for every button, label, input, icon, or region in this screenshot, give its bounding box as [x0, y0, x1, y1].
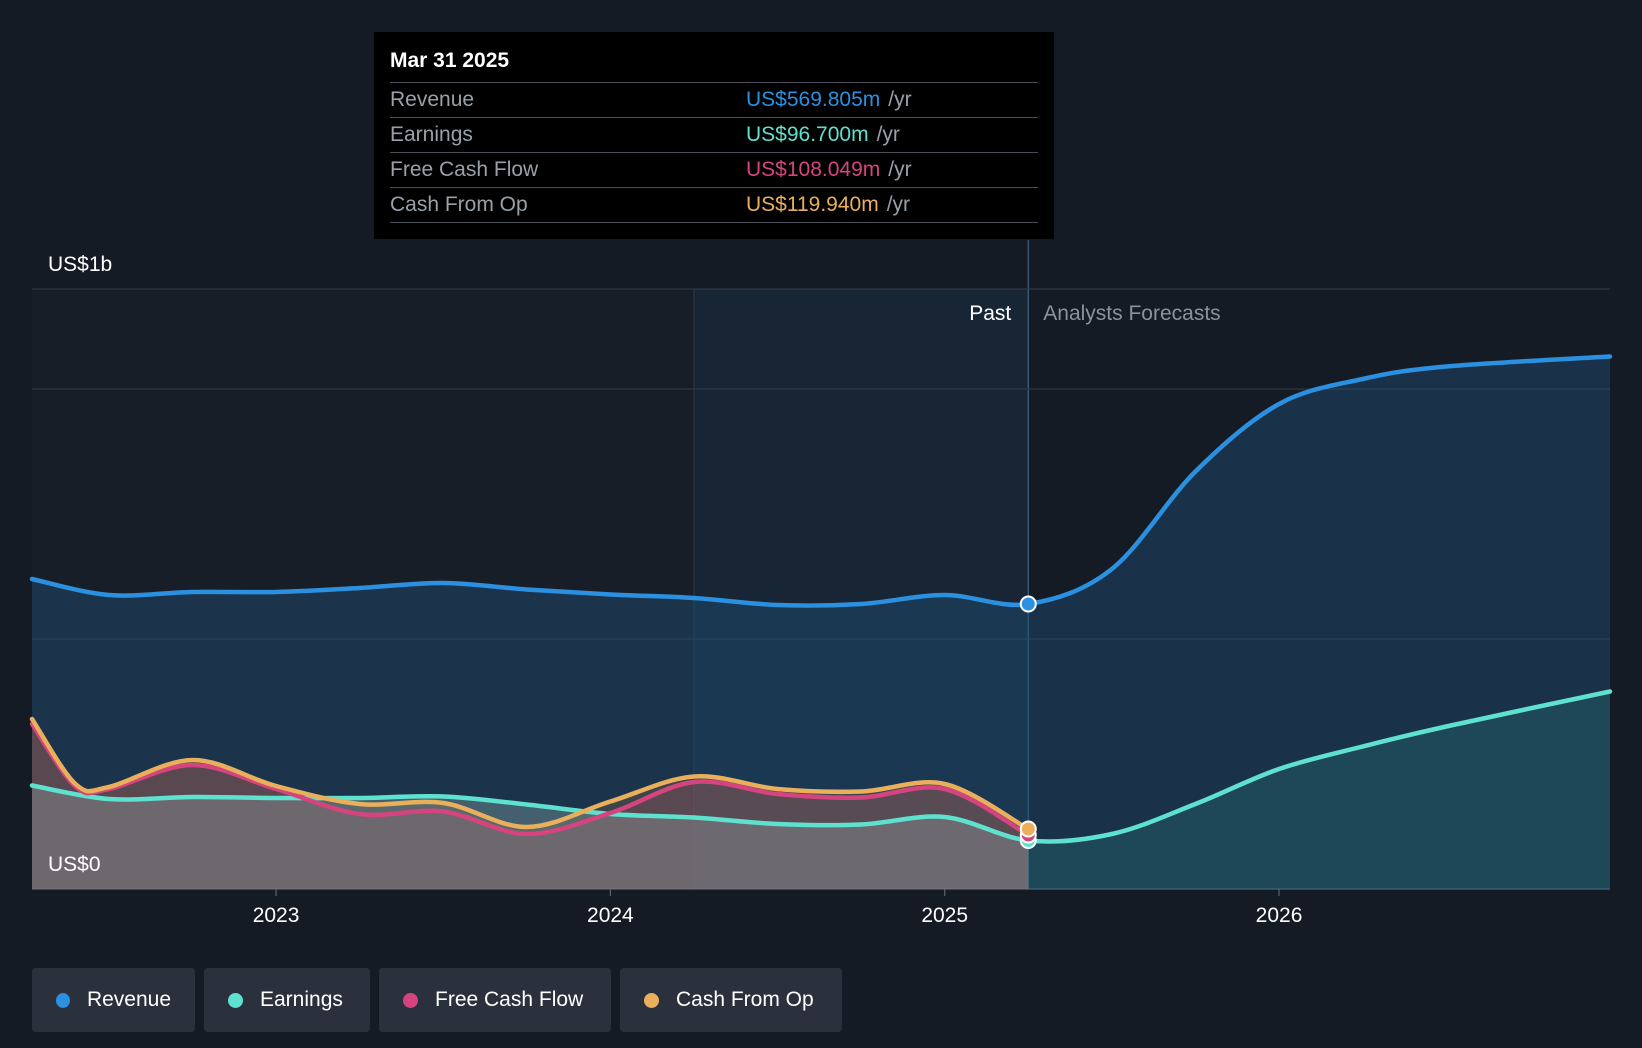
legend-dot-icon: [228, 992, 243, 1008]
tooltip-row-earnings: Earnings US$96.700m /yr: [390, 117, 1038, 152]
x-tick-label: 2023: [253, 904, 300, 927]
tooltip-value: US$96.700m: [746, 123, 869, 146]
x-tick-label: 2025: [921, 904, 968, 927]
chart-legend: Revenue Earnings Free Cash Flow Cash Fro…: [32, 968, 842, 1032]
y-axis-bottom-label: US$0: [48, 853, 101, 876]
tooltip-value: US$569.805m: [746, 88, 881, 111]
tooltip-label: Free Cash Flow: [390, 158, 539, 181]
data-tooltip: Mar 31 2025 Revenue US$569.805m /yr Earn…: [374, 32, 1054, 239]
x-tick-label: 2024: [587, 904, 634, 927]
tooltip-row-revenue: Revenue US$569.805m /yr: [390, 82, 1038, 117]
x-tick-label: 2026: [1256, 904, 1303, 927]
tooltip-value: US$119.940m: [746, 193, 879, 216]
tooltip-unit: /yr: [888, 158, 912, 181]
legend-item-free-cash-flow[interactable]: Free Cash Flow: [379, 968, 611, 1032]
cash-from-op-area: [32, 719, 1029, 889]
free-cash-flow-area: [32, 724, 1029, 889]
free-cash-flow-line: [29, 721, 1031, 838]
legend-item-earnings[interactable]: Earnings: [204, 968, 370, 1032]
revenue-marker: [1019, 595, 1037, 613]
tooltip-row-cash-from-op: Cash From Op US$119.940m /yr: [390, 187, 1038, 223]
tooltip-label: Earnings: [390, 123, 473, 146]
past-label: Past: [969, 302, 1011, 325]
tooltip-date: Mar 31 2025: [390, 49, 510, 72]
legend-dot-icon: [56, 992, 70, 1008]
earnings-line: [29, 689, 1613, 844]
cash-from-op-marker: [1019, 820, 1037, 838]
tooltip-label: Cash From Op: [390, 193, 528, 216]
legend-dot-icon: [644, 992, 659, 1008]
legend-label: Earnings: [260, 988, 343, 1011]
tooltip-label: Revenue: [390, 88, 475, 111]
legend-item-cash-from-op[interactable]: Cash From Op: [620, 968, 842, 1032]
legend-label: Cash From Op: [676, 988, 814, 1011]
tooltip-unit: /yr: [888, 88, 912, 111]
tooltip-value: US$108.049m: [746, 158, 881, 181]
revenue-area: [32, 356, 1610, 889]
legend-label: Free Cash Flow: [435, 988, 584, 1011]
revenue-line: [29, 354, 1613, 608]
cash-from-op-line: [29, 716, 1031, 832]
earnings-revenue-chart: 2023 2024 2025 2026 US$1b US$0 Past Analyst…: [29, 240, 1613, 927]
legend-item-revenue[interactable]: Revenue: [32, 968, 195, 1032]
forecast-label: Analysts Forecasts: [1043, 302, 1220, 325]
tooltip-unit: /yr: [876, 123, 900, 146]
earnings-past-area: [32, 785, 1029, 889]
y-axis-top-label: US$1b: [48, 253, 112, 276]
tooltip-unit: /yr: [886, 193, 911, 216]
legend-label: Revenue: [86, 988, 171, 1011]
earnings-area: [32, 691, 1610, 889]
legend-dot-icon: [403, 992, 418, 1008]
tooltip-row-free-cash-flow: Free Cash Flow US$108.049m /yr: [390, 152, 1038, 187]
